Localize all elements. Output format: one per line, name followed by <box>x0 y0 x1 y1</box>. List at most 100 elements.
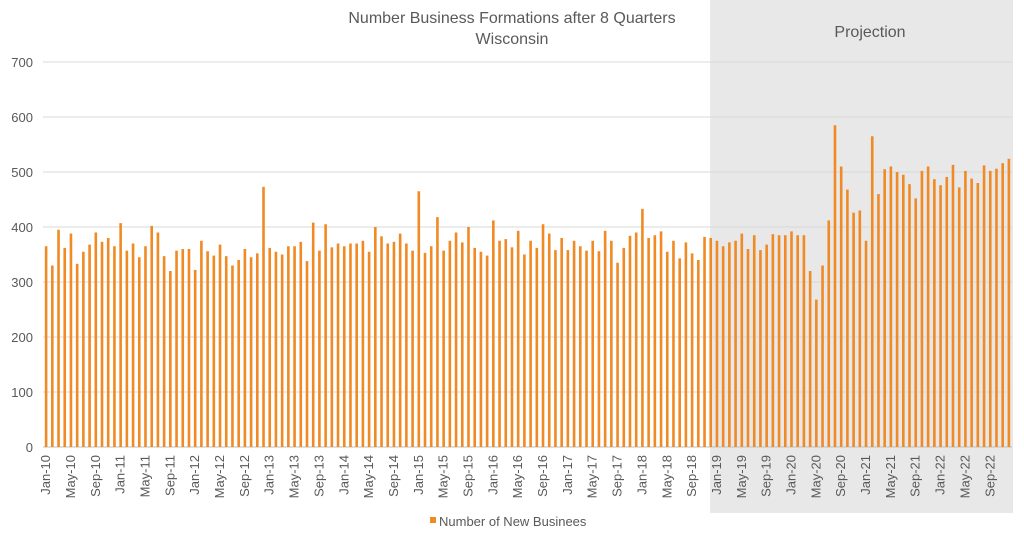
bar <box>939 185 942 447</box>
projection-label: Projection <box>834 24 905 41</box>
y-tick-label: 600 <box>11 110 33 125</box>
bar <box>752 235 756 447</box>
bar <box>877 194 880 447</box>
bar <box>51 265 54 447</box>
bar <box>200 240 203 447</box>
bar <box>224 256 228 447</box>
bar <box>982 165 986 447</box>
bar <box>535 247 539 447</box>
bar <box>740 233 744 447</box>
bar <box>305 261 309 447</box>
x-tick-label: Jan-17 <box>560 455 575 495</box>
bar <box>44 246 48 447</box>
x-tick-label: Sep-17 <box>610 455 625 497</box>
bar <box>659 231 663 447</box>
bar <box>75 263 79 447</box>
bar <box>367 251 371 447</box>
bar <box>908 184 911 447</box>
bar <box>442 250 445 447</box>
bar <box>212 255 216 447</box>
bar <box>995 168 998 447</box>
bar <box>634 232 638 447</box>
bar <box>684 242 688 447</box>
bar <box>125 250 129 447</box>
bar <box>560 238 563 447</box>
bar <box>516 230 520 447</box>
x-tick-label: May-11 <box>137 455 152 497</box>
bar <box>585 250 588 447</box>
bar <box>417 191 421 447</box>
bar <box>144 246 147 447</box>
x-tick-label: Jan-20 <box>783 455 798 495</box>
bar <box>504 239 508 447</box>
legend-label: Number of New Businees <box>439 514 587 529</box>
bar <box>454 232 458 447</box>
projection-shade <box>710 0 1013 513</box>
x-tick-label: Jan-12 <box>187 455 202 495</box>
y-tick-label: 200 <box>11 330 33 345</box>
bar <box>1007 158 1011 448</box>
x-tick-label: May-15 <box>436 455 451 498</box>
bar <box>311 222 315 447</box>
legend-swatch <box>430 517 436 523</box>
bar <box>187 249 191 447</box>
bar <box>821 265 824 447</box>
bar <box>237 260 240 447</box>
bar <box>566 250 570 447</box>
bar <box>914 198 918 447</box>
bar <box>243 249 247 447</box>
bar <box>591 240 595 447</box>
bar <box>485 255 489 447</box>
bar <box>777 235 781 447</box>
x-tick-label: May-12 <box>212 455 227 498</box>
bar <box>88 244 91 447</box>
bar <box>616 262 619 447</box>
bar <box>467 227 470 447</box>
bar <box>529 240 532 447</box>
bar <box>299 241 303 447</box>
x-tick-label: Jan-16 <box>485 455 500 495</box>
x-tick-label: Sep-10 <box>88 455 103 497</box>
bar <box>374 227 377 447</box>
bar <box>964 170 967 447</box>
x-tick-label: May-17 <box>585 455 600 498</box>
bar <box>945 176 949 447</box>
x-tick-label: Sep-13 <box>311 455 326 497</box>
x-tick-label: Jan-21 <box>858 455 873 495</box>
bar <box>926 166 930 447</box>
bar <box>386 243 390 447</box>
bar <box>852 212 855 447</box>
bar <box>510 247 514 447</box>
y-tick-label: 500 <box>11 165 33 180</box>
bar <box>622 247 626 447</box>
bar <box>951 164 955 447</box>
y-tick-label: 0 <box>26 440 33 455</box>
bar <box>218 244 222 447</box>
x-tick-label: Jan-10 <box>38 455 53 495</box>
bar <box>746 249 750 447</box>
bar <box>554 250 557 447</box>
x-tick-label: Jan-18 <box>634 455 649 495</box>
bar <box>349 243 352 447</box>
bar <box>703 236 706 447</box>
x-tick-label: Sep-11 <box>162 455 177 496</box>
x-tick-label: Sep-19 <box>759 455 774 497</box>
x-tick-label: May-10 <box>63 455 78 498</box>
bar <box>119 223 122 447</box>
bar <box>150 225 154 447</box>
bar <box>169 271 172 447</box>
bar <box>193 269 197 447</box>
bar <box>355 243 358 447</box>
bar <box>734 240 737 447</box>
bar <box>398 233 402 447</box>
bar <box>69 233 73 447</box>
bars <box>44 125 1011 448</box>
x-tick-label: May-18 <box>659 455 674 498</box>
bar <box>765 244 768 447</box>
bar <box>479 251 483 447</box>
bar <box>206 251 209 447</box>
bar <box>131 243 135 447</box>
bar <box>783 235 787 447</box>
bar <box>460 242 464 447</box>
